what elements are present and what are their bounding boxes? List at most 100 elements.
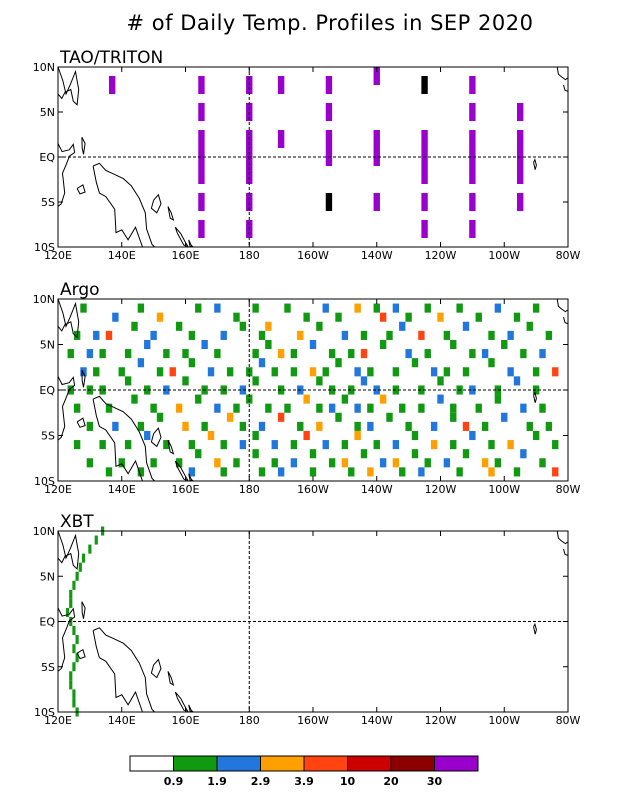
data-cell: [469, 349, 476, 359]
data-cell: [469, 193, 476, 211]
data-cell: [373, 67, 380, 85]
coastline: [76, 648, 86, 660]
data-cell: [150, 458, 157, 468]
data-cell: [373, 148, 380, 166]
data-cell: [258, 358, 266, 368]
data-cell: [252, 303, 259, 313]
coastline: [57, 298, 80, 339]
data-cell: [379, 394, 387, 404]
data-cell: [118, 367, 125, 377]
colorbar-tick-label: 20: [383, 775, 399, 788]
data-cell: [373, 385, 380, 395]
data-cell: [124, 349, 132, 359]
data-cell: [105, 330, 113, 340]
x-tick-label: 160W: [297, 714, 329, 727]
data-cell: [309, 367, 317, 377]
data-cell: [284, 403, 291, 413]
data-cell: [80, 303, 87, 313]
data-cell: [456, 303, 463, 313]
colorbar-swatch: [347, 755, 392, 772]
coastline: [533, 158, 537, 170]
data-cell: [88, 544, 92, 554]
data-cell: [284, 303, 291, 313]
data-cell: [469, 103, 476, 121]
y-tick-label: 10S: [34, 706, 55, 719]
data-cell: [437, 312, 444, 322]
data-cell: [545, 421, 553, 431]
data-cell: [430, 367, 438, 377]
data-cell: [360, 449, 368, 459]
data-cell: [169, 367, 176, 377]
data-cell: [360, 330, 368, 340]
x-tick-label: 140E: [108, 249, 136, 262]
data-cell: [290, 367, 298, 377]
data-cell: [367, 367, 374, 377]
data-cell: [72, 626, 76, 636]
data-cell: [421, 220, 428, 238]
x-tick-label: 180: [239, 714, 260, 727]
data-cell: [475, 312, 482, 322]
data-cell: [226, 367, 234, 377]
colorbar-tick-label: 3.9: [294, 775, 314, 788]
data-cell: [494, 385, 502, 395]
x-tick-label: 180: [239, 483, 260, 496]
data-cell: [354, 430, 361, 441]
data-cell: [81, 553, 86, 563]
y-tick-label: 5N: [40, 106, 55, 119]
x-tick-label: 140W: [361, 249, 393, 262]
x-tick-label: 160W: [297, 483, 329, 496]
data-cell: [99, 440, 106, 450]
data-cell: [456, 467, 463, 477]
data-cell: [469, 76, 476, 94]
data-cell: [494, 394, 502, 404]
colorbar-tick-label: 10: [340, 775, 356, 788]
coastline: [81, 369, 86, 388]
data-cell: [297, 421, 304, 431]
data-cell: [198, 166, 205, 184]
coastline: [57, 376, 76, 441]
data-cell: [341, 440, 349, 450]
data-cell: [328, 349, 336, 359]
data-cell: [198, 103, 205, 121]
colorbar-swatch: [216, 755, 261, 772]
data-cell: [325, 76, 333, 94]
data-cell: [198, 220, 205, 238]
data-cell: [226, 412, 234, 422]
data-cell: [399, 403, 406, 413]
data-cell: [72, 662, 76, 672]
data-cell: [195, 394, 202, 404]
data-cell: [469, 385, 476, 395]
data-cell: [93, 367, 100, 377]
panel-xbt: XBT 120E 140E 160E 180 160W 140W 120W 100W 80W 10N…: [33, 512, 581, 727]
data-cell: [328, 403, 336, 413]
data-cell: [86, 421, 94, 431]
y-tick-label: 5S: [41, 196, 55, 209]
data-cell: [418, 467, 425, 477]
data-cell: [233, 312, 240, 322]
data-cell: [316, 403, 323, 413]
data-cell: [258, 421, 266, 431]
data-cell: [86, 458, 94, 468]
data-cell: [109, 76, 116, 94]
data-cell: [405, 421, 412, 431]
data-cell: [539, 403, 546, 413]
coastline: [150, 658, 162, 679]
data-cell: [354, 303, 361, 313]
data-cell: [488, 467, 495, 477]
data-cell: [198, 76, 205, 94]
data-cell: [239, 385, 247, 395]
coastline: [563, 548, 569, 556]
data-cell: [488, 330, 495, 340]
data-cell: [72, 644, 76, 654]
coastline: [76, 417, 86, 428]
x-tick-label: 100W: [488, 714, 520, 727]
data-cell: [201, 421, 208, 431]
panel-title: Argo: [60, 280, 100, 300]
data-cell: [163, 440, 170, 450]
data-cell: [325, 130, 333, 148]
x-tick-label: 160E: [172, 249, 200, 262]
data-cell: [73, 440, 81, 450]
data-cell: [93, 330, 100, 340]
x-tick-label: 100W: [488, 483, 520, 496]
data-cell: [303, 430, 310, 441]
